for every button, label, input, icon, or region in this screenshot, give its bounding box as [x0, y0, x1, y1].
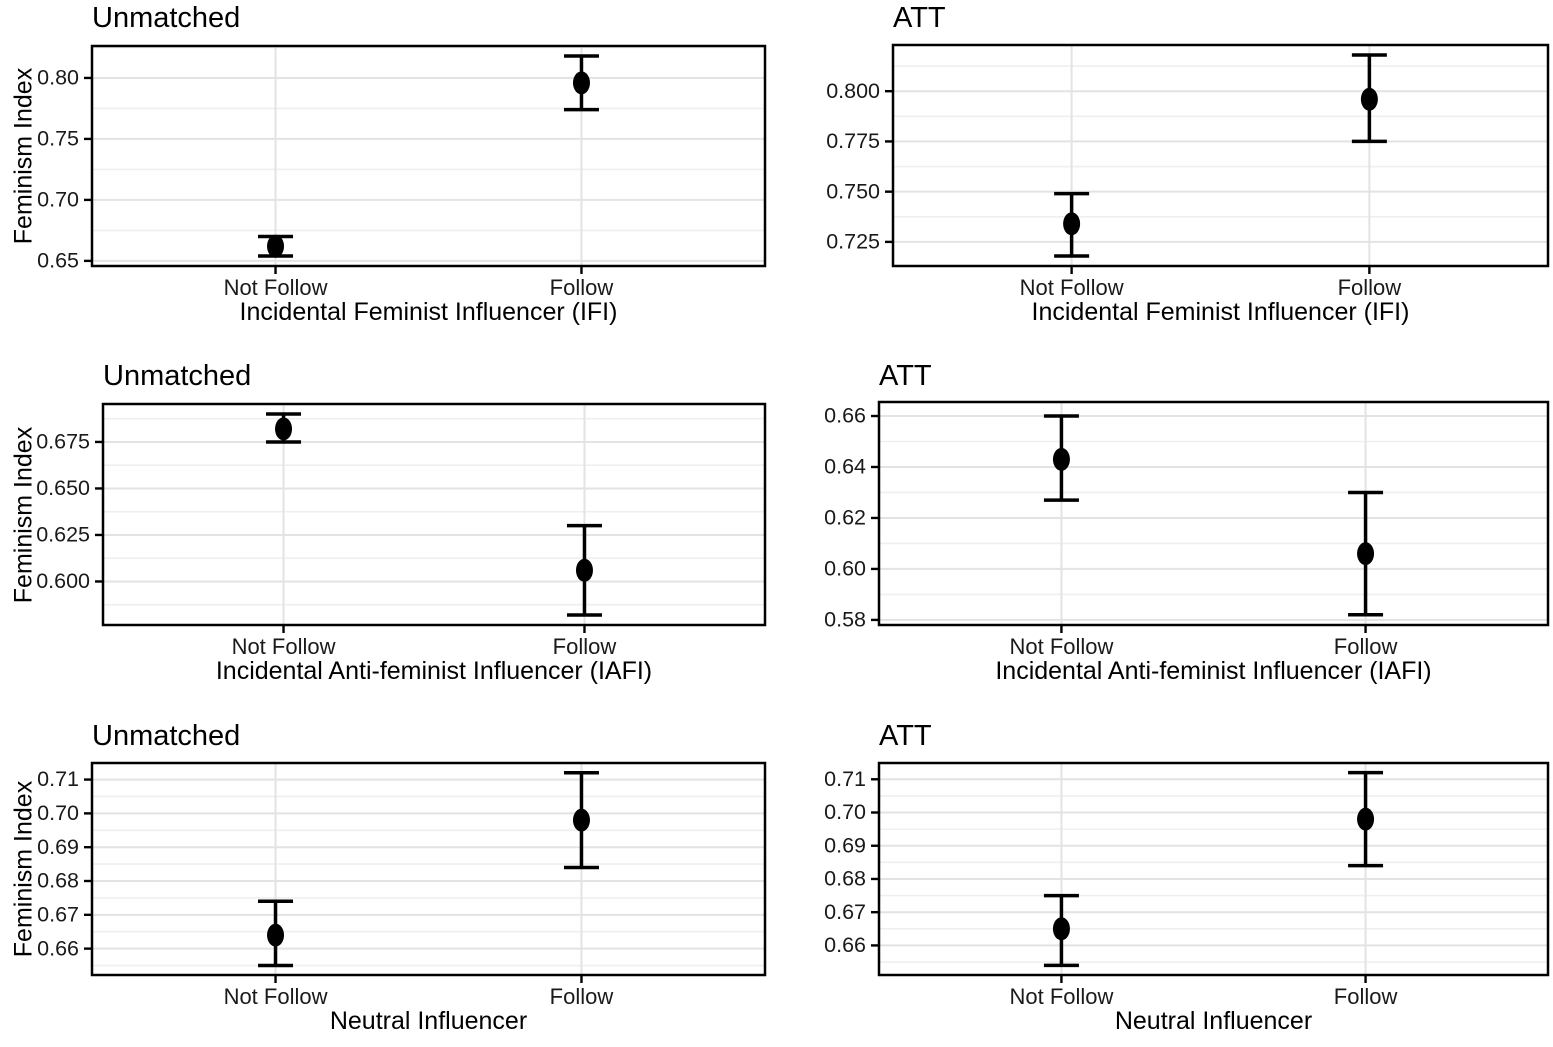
x-category-label: Follow [1334, 634, 1398, 659]
y-tick-label: 0.80 [37, 66, 79, 90]
panel-iafi-att: 0.58 0.60 0.62 0.64 0.66 Not Follow Follow ATT… [773, 330, 1553, 690]
y-tick-label: 0.69 [37, 835, 79, 859]
x-category-label: Follow [1338, 275, 1402, 300]
y-tick-label: 0.68 [824, 867, 866, 891]
plot-canvas-iafi-att: 0.58 0.60 0.62 0.64 0.66 Not Follow Follow [824, 400, 1550, 659]
point-with-ci [563, 54, 599, 112]
y-tick-label: 0.650 [36, 476, 90, 500]
x-category-label: Follow [1334, 984, 1398, 1009]
y-tick-label: 0.750 [826, 179, 880, 203]
y-tick-label: 0.66 [824, 404, 866, 428]
y-axis-label: Feminism Index [9, 426, 38, 603]
x-category-label: Not Follow [232, 634, 336, 659]
plot-canvas-neutral-att: 0.66 0.67 0.68 0.69 0.70 0.71 Not Follow Follow [824, 761, 1550, 1009]
y-axis-label: Feminism Index [9, 780, 38, 958]
x-category-label: Not Follow [224, 984, 328, 1009]
point-with-ci [566, 523, 602, 617]
y-tick-label: 0.775 [826, 129, 880, 153]
panel-neutral-unmatched: 0.66 0.67 0.68 0.69 0.70 0.71 Not Follow Follow… [0, 690, 773, 1047]
y-tick-label: 0.66 [37, 936, 79, 960]
x-category-label: Follow [550, 275, 614, 300]
y-tick-label: 0.58 [824, 608, 866, 632]
plot-canvas-ifi-unmatched: 0.65 0.70 0.75 0.80 Not Follow Follow [37, 44, 767, 300]
panel-title: Unmatched [103, 360, 252, 392]
y-tick-label: 0.71 [824, 767, 866, 791]
panel-title: ATT [893, 2, 946, 34]
panel-neutral-att: 0.66 0.67 0.68 0.69 0.70 0.71 Not Follow Follow… [773, 690, 1553, 1047]
x-axis-label: Incidental Feminist Influencer (IFI) [1031, 298, 1410, 326]
y-tick-label: 0.66 [824, 933, 866, 957]
point-with-ci [266, 412, 302, 444]
x-category-label: Not Follow [1009, 634, 1113, 659]
panel-title: ATT [879, 360, 932, 392]
point-with-ci [1054, 191, 1090, 258]
y-tick-label: 0.65 [37, 249, 79, 273]
y-tick-label: 0.675 [36, 430, 90, 454]
point-with-ci [1348, 770, 1384, 868]
plot-canvas-iafi-unmatched: 0.600 0.625 0.650 0.675 Not Follow Follow [36, 402, 767, 659]
y-tick-label: 0.67 [37, 902, 79, 926]
point-with-ci [1043, 414, 1079, 502]
y-tick-label: 0.60 [824, 557, 866, 581]
y-tick-label: 0.71 [37, 767, 79, 791]
panel-title: Unmatched [92, 720, 241, 752]
y-tick-label: 0.600 [36, 569, 90, 593]
point-with-ci [1351, 53, 1387, 144]
point-with-ci [258, 234, 294, 258]
panel-ifi-att: 0.725 0.750 0.775 0.800 Not Follow Follow ATT… [773, 0, 1553, 330]
x-axis-label: Incidental Anti-feminist Influencer (IAF… [995, 657, 1432, 685]
y-tick-label: 0.69 [824, 833, 866, 857]
x-category-label: Follow [550, 984, 614, 1009]
x-axis-label: Incidental Feminist Influencer (IFI) [239, 298, 618, 326]
x-axis-label: Neutral Influencer [1114, 1007, 1313, 1035]
plot-canvas-neutral-unmatched: 0.66 0.67 0.68 0.69 0.70 0.71 Not Follow Follow [37, 761, 767, 1009]
x-category-label: Follow [553, 634, 617, 659]
y-tick-label: 0.725 [826, 230, 880, 254]
x-category-label: Not Follow [1020, 275, 1124, 300]
x-axis-label: Incidental Anti-feminist Influencer (IAF… [215, 657, 653, 685]
y-tick-label: 0.68 [37, 869, 79, 893]
plot-canvas-ifi-att: 0.725 0.750 0.775 0.800 Not Follow Follow [826, 43, 1550, 300]
y-tick-label: 0.67 [824, 900, 866, 924]
point-with-ci [563, 771, 599, 870]
y-tick-label: 0.70 [37, 188, 79, 212]
y-tick-label: 0.800 [826, 79, 880, 103]
panel-iafi-unmatched: 0.600 0.625 0.650 0.675 Not Follow Follow Unm… [0, 330, 773, 690]
x-category-label: Not Follow [224, 275, 328, 300]
panel-title: ATT [879, 720, 932, 752]
panel-title: Unmatched [92, 2, 241, 34]
point-with-ci [258, 899, 294, 968]
x-axis-label: Neutral Influencer [329, 1007, 528, 1035]
y-tick-label: 0.70 [37, 801, 79, 825]
panel-ifi-unmatched: 0.65 0.70 0.75 0.80 Not Follow Follow Unmatch… [0, 0, 773, 330]
y-tick-label: 0.64 [824, 455, 866, 479]
y-axis-label: Feminism Index [9, 67, 38, 245]
x-category-label: Not Follow [1009, 984, 1113, 1009]
y-tick-label: 0.625 [36, 523, 90, 547]
point-with-ci [1348, 490, 1384, 617]
y-tick-label: 0.75 [37, 127, 79, 151]
y-tick-label: 0.62 [824, 506, 866, 530]
y-tick-label: 0.70 [824, 800, 866, 824]
point-with-ci [1043, 893, 1079, 968]
